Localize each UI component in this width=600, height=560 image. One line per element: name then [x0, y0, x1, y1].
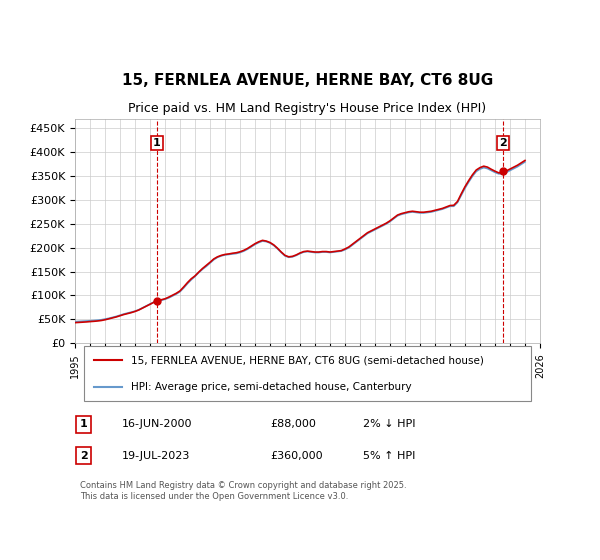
Text: 1: 1	[80, 419, 88, 430]
Text: 2% ↓ HPI: 2% ↓ HPI	[364, 419, 416, 430]
Text: 15, FERNLEA AVENUE, HERNE BAY, CT6 8UG (semi-detached house): 15, FERNLEA AVENUE, HERNE BAY, CT6 8UG (…	[131, 355, 484, 365]
Text: 2: 2	[80, 451, 88, 461]
FancyBboxPatch shape	[84, 346, 531, 400]
Text: £88,000: £88,000	[270, 419, 316, 430]
Text: 1: 1	[153, 138, 161, 148]
Text: 19-JUL-2023: 19-JUL-2023	[121, 451, 190, 461]
Text: HPI: Average price, semi-detached house, Canterbury: HPI: Average price, semi-detached house,…	[131, 381, 412, 391]
Text: Contains HM Land Registry data © Crown copyright and database right 2025.
This d: Contains HM Land Registry data © Crown c…	[80, 481, 406, 501]
Text: 16-JUN-2000: 16-JUN-2000	[121, 419, 192, 430]
Text: 5% ↑ HPI: 5% ↑ HPI	[364, 451, 416, 461]
Text: 15, FERNLEA AVENUE, HERNE BAY, CT6 8UG: 15, FERNLEA AVENUE, HERNE BAY, CT6 8UG	[122, 73, 493, 87]
Text: £360,000: £360,000	[270, 451, 323, 461]
Text: 2: 2	[499, 138, 507, 148]
Text: Price paid vs. HM Land Registry's House Price Index (HPI): Price paid vs. HM Land Registry's House …	[128, 102, 487, 115]
